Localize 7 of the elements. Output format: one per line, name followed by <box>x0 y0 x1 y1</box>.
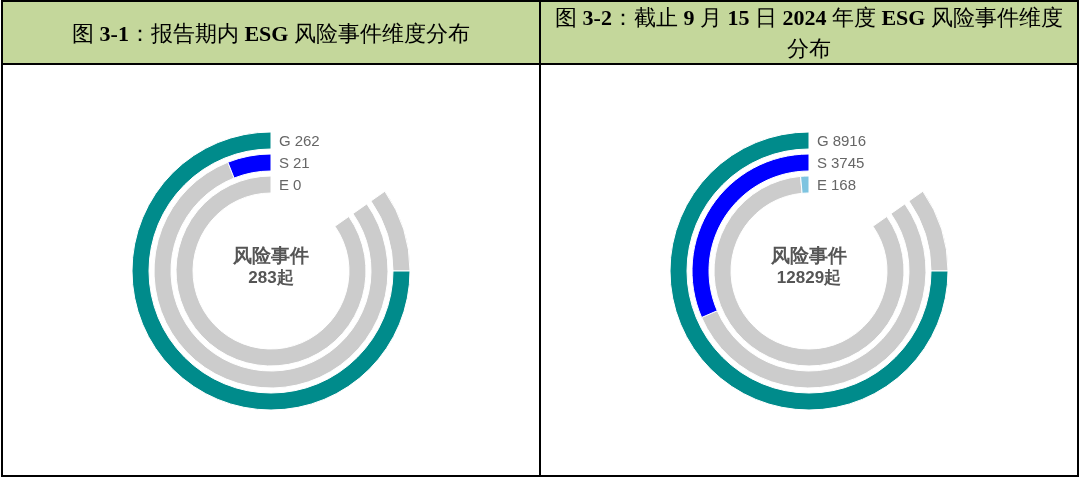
annotation: 12829起 <box>776 267 842 287</box>
title: 分布 <box>787 35 831 61</box>
annotation: 风险事件 <box>233 244 309 266</box>
title: 图 3-2：截止 9 月 15 日 2024 年度 ESG 风险事件维度 <box>555 4 1063 30</box>
annotation: 283起 <box>248 267 294 287</box>
annotation: 风险事件 <box>771 244 847 266</box>
title: 图 3-1：报告期内 ESG 风险事件维度分布 <box>72 20 470 45</box>
